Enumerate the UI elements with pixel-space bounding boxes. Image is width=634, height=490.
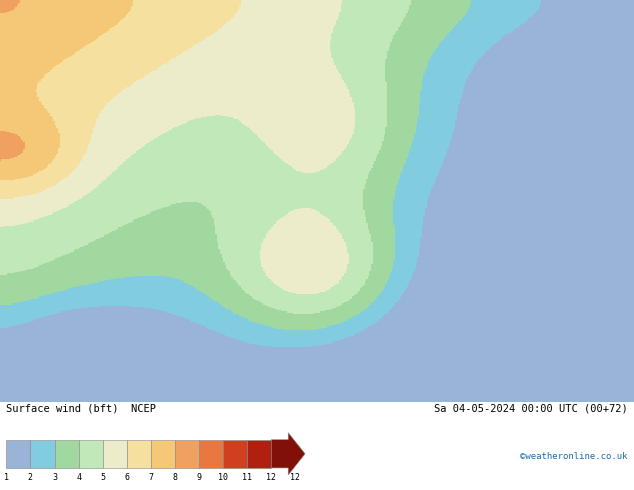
Text: 11: 11 bbox=[242, 473, 252, 482]
Bar bbox=[6, 440, 30, 468]
Bar bbox=[127, 440, 151, 468]
Text: 10: 10 bbox=[218, 473, 228, 482]
Bar bbox=[79, 440, 103, 468]
Bar bbox=[30, 440, 55, 468]
Text: Surface wind (bft)  NCEP: Surface wind (bft) NCEP bbox=[6, 404, 157, 414]
Text: 3: 3 bbox=[52, 473, 57, 482]
Bar bbox=[199, 440, 223, 468]
Text: 4: 4 bbox=[76, 473, 81, 482]
Text: 12: 12 bbox=[290, 473, 301, 482]
Bar bbox=[55, 440, 79, 468]
Bar bbox=[223, 440, 247, 468]
Text: ©weatheronline.co.uk: ©weatheronline.co.uk bbox=[520, 452, 628, 461]
Bar bbox=[175, 440, 199, 468]
Text: 8: 8 bbox=[172, 473, 178, 482]
Bar bbox=[151, 440, 175, 468]
Text: 2: 2 bbox=[28, 473, 33, 482]
Text: 7: 7 bbox=[148, 473, 153, 482]
Text: 1: 1 bbox=[4, 473, 9, 482]
Bar bbox=[247, 440, 271, 468]
Text: 12: 12 bbox=[266, 473, 276, 482]
Bar bbox=[103, 440, 127, 468]
FancyArrow shape bbox=[271, 433, 305, 475]
Text: 9: 9 bbox=[197, 473, 202, 482]
Text: Sa 04-05-2024 00:00 UTC (00+72): Sa 04-05-2024 00:00 UTC (00+72) bbox=[434, 404, 628, 414]
Text: 5: 5 bbox=[100, 473, 105, 482]
Text: 6: 6 bbox=[124, 473, 129, 482]
